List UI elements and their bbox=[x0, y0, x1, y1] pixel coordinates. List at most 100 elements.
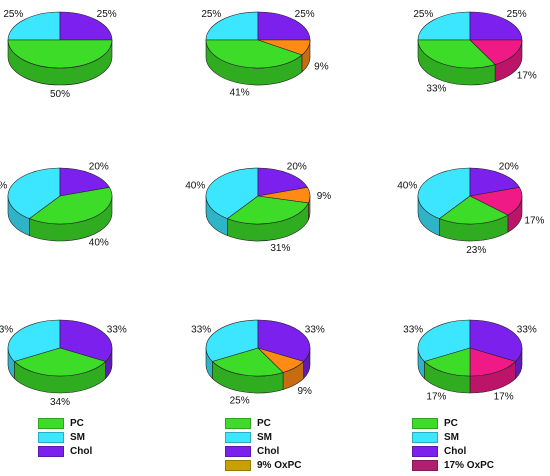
pie-percent-label: 25% bbox=[507, 9, 527, 20]
pie-percent-label: 33% bbox=[107, 325, 127, 336]
pie-percent-label: 20% bbox=[499, 161, 519, 172]
pie-slice-pc bbox=[423, 347, 471, 377]
pie-percent-label: 25% bbox=[3, 9, 23, 20]
pie-percent-label: 33% bbox=[426, 84, 446, 95]
pie-slice-pc bbox=[13, 347, 107, 377]
pie-slice-sm bbox=[417, 319, 471, 362]
pie-slice-chol bbox=[257, 167, 308, 197]
legend-swatch-sm bbox=[225, 431, 251, 443]
pie-percent-label: 17% bbox=[494, 392, 514, 403]
legend-label: Chol bbox=[70, 445, 93, 457]
pie-slice-chol bbox=[257, 319, 311, 362]
legend-item: 9% OxPC bbox=[225, 458, 337, 472]
pie-slice-chol bbox=[59, 319, 113, 362]
pie-percent-label: 40% bbox=[185, 180, 205, 191]
pie-slice-chol bbox=[59, 11, 113, 41]
pie-percent-label: 20% bbox=[89, 161, 109, 172]
legend-item: 17% OxPC bbox=[412, 458, 524, 472]
legend-swatch-pc bbox=[225, 417, 251, 429]
legend-composition-a: PC SM Chol bbox=[38, 416, 150, 474]
legend-swatch-sm bbox=[412, 431, 438, 443]
legend-label: SM bbox=[70, 431, 85, 443]
legend-label: 17% OxPC bbox=[444, 459, 495, 471]
pie-slice-pc bbox=[7, 39, 113, 69]
pie-percent-label: 17% bbox=[426, 392, 446, 403]
pie-percent-label: 9% bbox=[314, 62, 329, 73]
pie-percent-label: 25% bbox=[201, 9, 221, 20]
pie-percent-label: 34% bbox=[50, 397, 70, 408]
legend-label: SM bbox=[257, 431, 272, 443]
pie-slice-sm bbox=[417, 167, 471, 219]
pie-percent-label: 17% bbox=[517, 70, 537, 81]
pie-percent-label: 50% bbox=[50, 89, 70, 100]
pie-slice-chol bbox=[469, 11, 523, 41]
pie-percent-label: 20% bbox=[287, 161, 307, 172]
legend-item: SM bbox=[412, 430, 524, 444]
legend-swatch-oxpc bbox=[412, 459, 438, 471]
pie-percent-label: 33% bbox=[517, 325, 537, 336]
legend-item: PC bbox=[225, 416, 337, 430]
pie-percent-label: 40% bbox=[397, 180, 417, 191]
pie-percent-label: 25% bbox=[295, 9, 315, 20]
pie-slice-chol bbox=[257, 11, 311, 41]
legend-item: SM bbox=[225, 430, 337, 444]
pie-percent-label: 25% bbox=[230, 395, 250, 406]
legend-item: SM bbox=[38, 430, 150, 444]
pie-percent-label: 17% bbox=[524, 215, 544, 226]
pie-slice-oxpc bbox=[469, 187, 523, 216]
legend-item: Chol bbox=[225, 444, 337, 458]
pie-percent-label: 9% bbox=[317, 191, 332, 202]
legend-item: PC bbox=[412, 416, 524, 430]
legend-swatch-pc bbox=[412, 417, 438, 429]
pie-percent-label: 23% bbox=[466, 245, 486, 256]
pie-slice-oxpc bbox=[469, 39, 523, 65]
pie-percent-label: 25% bbox=[97, 9, 117, 20]
legend-composition-b: PC SM Chol 9% OxPC bbox=[225, 416, 337, 474]
pie-percent-label: 41% bbox=[230, 87, 250, 98]
legend-label: PC bbox=[70, 417, 84, 429]
pie-percent-label: 40% bbox=[89, 238, 109, 249]
pie-slice-pc bbox=[211, 347, 284, 377]
legend-item: PC bbox=[38, 416, 150, 430]
pie-percent-label: 33% bbox=[403, 325, 423, 336]
pie-slice-chol bbox=[469, 167, 520, 197]
pie-slice-chol bbox=[59, 167, 110, 197]
pie-slice-sm bbox=[205, 167, 259, 219]
pie-percent-label: 33% bbox=[305, 325, 325, 336]
legend-item: Chol bbox=[412, 444, 524, 458]
legend-swatch-chol bbox=[38, 445, 64, 457]
pie-percent-label: 31% bbox=[270, 243, 290, 254]
pie-slice-pc bbox=[438, 195, 509, 225]
pie-slice-pc bbox=[226, 195, 309, 225]
legend-swatch-chol bbox=[412, 445, 438, 457]
legend-composition-c: PC SM Chol 17% OxPC bbox=[412, 416, 524, 474]
pie-slice-chol bbox=[469, 319, 523, 362]
pie-slice-pc bbox=[28, 187, 113, 225]
pie-slice-pc bbox=[205, 39, 303, 69]
pie-slice-pc bbox=[417, 39, 496, 69]
pie-percent-label: 9% bbox=[297, 386, 312, 397]
pie-slice-sm bbox=[7, 11, 61, 41]
pie-slice-sm bbox=[7, 167, 61, 219]
pie-slice-sm bbox=[205, 319, 259, 362]
legend-label: PC bbox=[444, 417, 458, 429]
pie-percent-label: 40% bbox=[0, 180, 7, 191]
legend-label: 9% OxPC bbox=[257, 459, 302, 471]
legend-swatch-chol bbox=[225, 445, 251, 457]
pie-slice-sm bbox=[7, 319, 61, 362]
legend-swatch-pc bbox=[38, 417, 64, 429]
pie-percent-label: 33% bbox=[0, 325, 13, 336]
legend-label: Chol bbox=[444, 445, 467, 457]
legend-label: PC bbox=[257, 417, 271, 429]
pie-slice-sm bbox=[417, 11, 471, 41]
pie-slice-sm bbox=[205, 11, 259, 41]
legend-swatch-sm bbox=[38, 431, 64, 443]
pie-percent-label: 33% bbox=[191, 325, 211, 336]
pie-slice-oxpc bbox=[469, 347, 517, 377]
legend-label: SM bbox=[444, 431, 459, 443]
pie-percent-label: 25% bbox=[413, 9, 433, 20]
legend-item: Chol bbox=[38, 444, 150, 458]
legend-swatch-oxpc bbox=[225, 459, 251, 471]
legend-label: Chol bbox=[257, 445, 280, 457]
